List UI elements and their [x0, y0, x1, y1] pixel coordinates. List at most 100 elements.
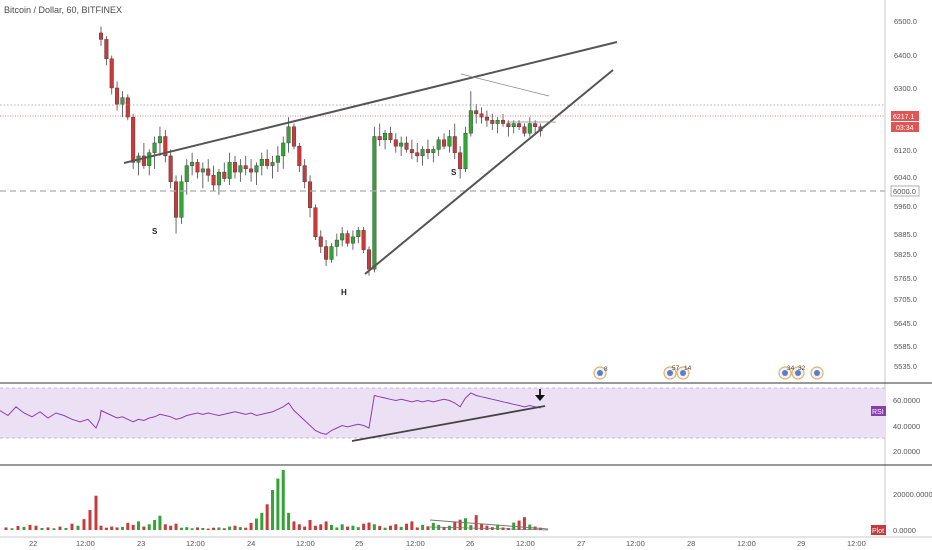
price-tick: 6120.0 — [894, 146, 917, 155]
volume-bar — [426, 526, 430, 530]
time-tick: 12:00 — [76, 539, 95, 548]
volume-bar — [254, 518, 258, 530]
candle — [308, 181, 313, 208]
volume-bar — [52, 528, 56, 530]
event-badge-3[interactable]: 34 32 — [778, 365, 824, 380]
candle — [527, 123, 532, 134]
volume-bar — [265, 504, 269, 530]
rsi-tick-40: 40.0000 — [893, 422, 920, 431]
time-tick: 29 — [797, 539, 805, 548]
candle — [409, 149, 414, 153]
price-axis[interactable]: 6500.0 6400.0 6300.0 6120.0 6040.0 5960.0 5885… — [894, 17, 917, 371]
price-tick: 5765.0 — [894, 274, 917, 283]
candle — [361, 230, 366, 250]
candle — [350, 236, 355, 244]
svg-text:14: 14 — [684, 365, 692, 372]
plot-badge — [871, 525, 886, 535]
volume-bar — [463, 518, 467, 530]
volume-bar — [94, 495, 98, 530]
volume-bar — [431, 522, 435, 530]
countdown-badge — [891, 122, 919, 132]
svg-text:03:34: 03:34 — [896, 125, 914, 132]
event-badge-1[interactable]: 8 — [593, 366, 608, 380]
candle — [291, 126, 296, 147]
candle — [195, 162, 200, 173]
candle — [184, 165, 189, 182]
volume-trendline-lower — [429, 526, 549, 531]
volume-bar — [496, 524, 500, 530]
volume-bar — [335, 527, 339, 530]
time-tick: 27 — [577, 539, 585, 548]
volume-bar — [249, 522, 253, 530]
candle — [125, 97, 130, 118]
svg-text:8: 8 — [604, 366, 608, 373]
candle — [458, 152, 463, 170]
svg-text:6217.1: 6217.1 — [893, 114, 915, 121]
price-tick: 5825.0 — [894, 250, 917, 259]
volume-bar — [174, 523, 178, 530]
price-tick: 6500.0 — [894, 17, 917, 26]
candle — [442, 139, 447, 147]
volume-bar — [169, 525, 173, 530]
candle — [511, 123, 516, 127]
volume-bar — [281, 470, 285, 530]
candle — [179, 181, 184, 218]
candle — [420, 149, 425, 157]
candle — [131, 116, 136, 163]
volume-bar — [70, 523, 74, 530]
volume-bar — [104, 527, 108, 530]
candle — [479, 113, 484, 118]
candle — [249, 168, 254, 173]
volume-bar — [228, 526, 232, 530]
volume-bar — [367, 522, 371, 530]
candle — [265, 158, 270, 166]
svg-text:Plot: Plot — [872, 528, 884, 535]
candle — [98, 32, 103, 40]
price-tick: 6300.0 — [894, 84, 917, 93]
candle — [517, 123, 522, 127]
candle — [243, 165, 248, 170]
volume-bar — [324, 521, 328, 530]
volume-bar — [233, 525, 237, 530]
time-tick: 24 — [247, 539, 255, 548]
candle — [425, 149, 430, 153]
time-tick: 22 — [29, 539, 37, 548]
time-tick: 12:00 — [186, 539, 205, 548]
volume-bar — [88, 510, 92, 530]
volume-bar — [405, 523, 409, 530]
time-axis[interactable]: 22 12:00 23 12:00 24 12:00 25 12:00 26 12:00 27 12:… — [29, 539, 866, 548]
rsi-tick-20: 20.0000 — [893, 447, 920, 456]
volume-bar — [351, 525, 355, 530]
candle — [377, 136, 382, 140]
price-tick: 5645.0 — [894, 319, 917, 328]
volume-bar — [28, 524, 32, 530]
volume-bar — [458, 519, 462, 530]
candle — [452, 136, 457, 153]
volume-bar — [158, 515, 162, 530]
right-shoulder-label: S — [451, 168, 457, 177]
price-tick: 5585.0 — [894, 342, 917, 351]
candle — [506, 123, 511, 127]
candle — [232, 162, 237, 173]
volume-bar — [378, 526, 382, 530]
volume-series — [4, 470, 543, 530]
candle — [216, 171, 221, 186]
event-badge-2[interactable]: 57 14 — [663, 365, 692, 380]
volume-bar — [4, 527, 8, 530]
candle — [200, 168, 205, 173]
candle — [393, 139, 398, 147]
lower-trendline — [364, 69, 614, 275]
volume-bar — [10, 528, 14, 530]
volume-bar — [453, 521, 457, 530]
volume-bar — [217, 527, 221, 530]
volume-bar — [517, 520, 521, 530]
candle — [388, 133, 393, 140]
svg-text:6000.0: 6000.0 — [893, 187, 916, 196]
time-tick: 12:00 — [626, 539, 645, 548]
candle — [490, 120, 495, 124]
volume-tick-20000: 20000.0000 — [893, 490, 932, 499]
svg-text:57: 57 — [672, 365, 680, 372]
volume-bar — [297, 524, 301, 530]
time-tick: 12:00 — [847, 539, 866, 548]
candle — [141, 155, 146, 166]
